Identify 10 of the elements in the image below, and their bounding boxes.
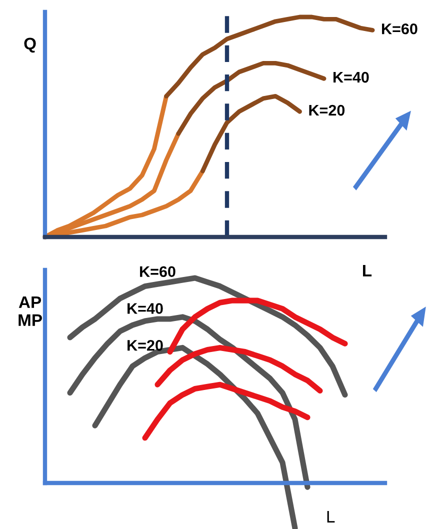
x-axis-title: L [327, 510, 335, 522]
series-label: K=20 [309, 104, 345, 116]
series-label: K=60 [382, 23, 418, 34]
series-label: K=40 [128, 303, 163, 314]
series-label: K=40 [334, 72, 369, 83]
series-label: K=60 [140, 266, 176, 278]
x-axis-title: L [363, 264, 372, 276]
series-label: K=20 [128, 340, 163, 351]
y-axis-title: AP MP [18, 296, 42, 326]
y-axis-title: Q [24, 38, 36, 53]
